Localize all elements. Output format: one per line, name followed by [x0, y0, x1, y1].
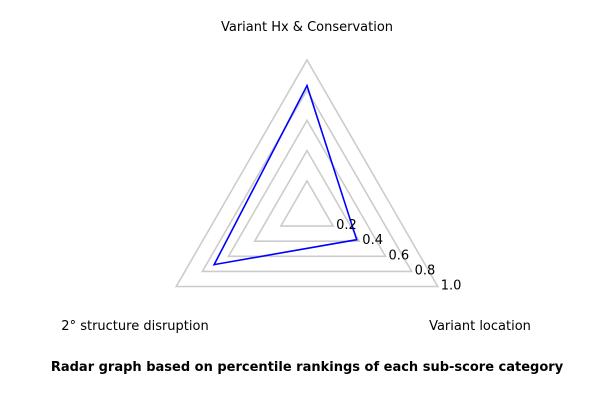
tick-label: 0.8 — [415, 263, 436, 278]
series-polygon-1 — [212, 83, 358, 266]
tick-label: 0.2 — [336, 218, 357, 233]
grid-ring-3 — [227, 118, 387, 258]
grid-ring-2 — [253, 149, 361, 242]
tick-label: 1.0 — [441, 279, 462, 294]
data-point — [355, 238, 358, 241]
tick-label: 0.4 — [362, 233, 383, 248]
radar-series — [212, 83, 358, 266]
axis-label-bottom-left: 2° structure disruption — [61, 319, 208, 334]
radar-grid — [174, 58, 440, 288]
axis-label-bottom-right: Variant location — [429, 319, 531, 334]
data-point — [213, 263, 215, 266]
tick-label: 0.6 — [388, 248, 409, 263]
chart-caption: Radar graph based on percentile rankings… — [51, 360, 564, 375]
data-point — [306, 84, 308, 87]
grid-ring-1 — [279, 179, 335, 227]
grid-ring-4 — [200, 88, 414, 273]
radial-tick-labels: 0.2 0.4 0.6 0.8 1.0 — [336, 218, 461, 293]
axis-label-top: Variant Hx & Conservation — [221, 20, 393, 35]
grid-ring-5 — [174, 58, 440, 288]
